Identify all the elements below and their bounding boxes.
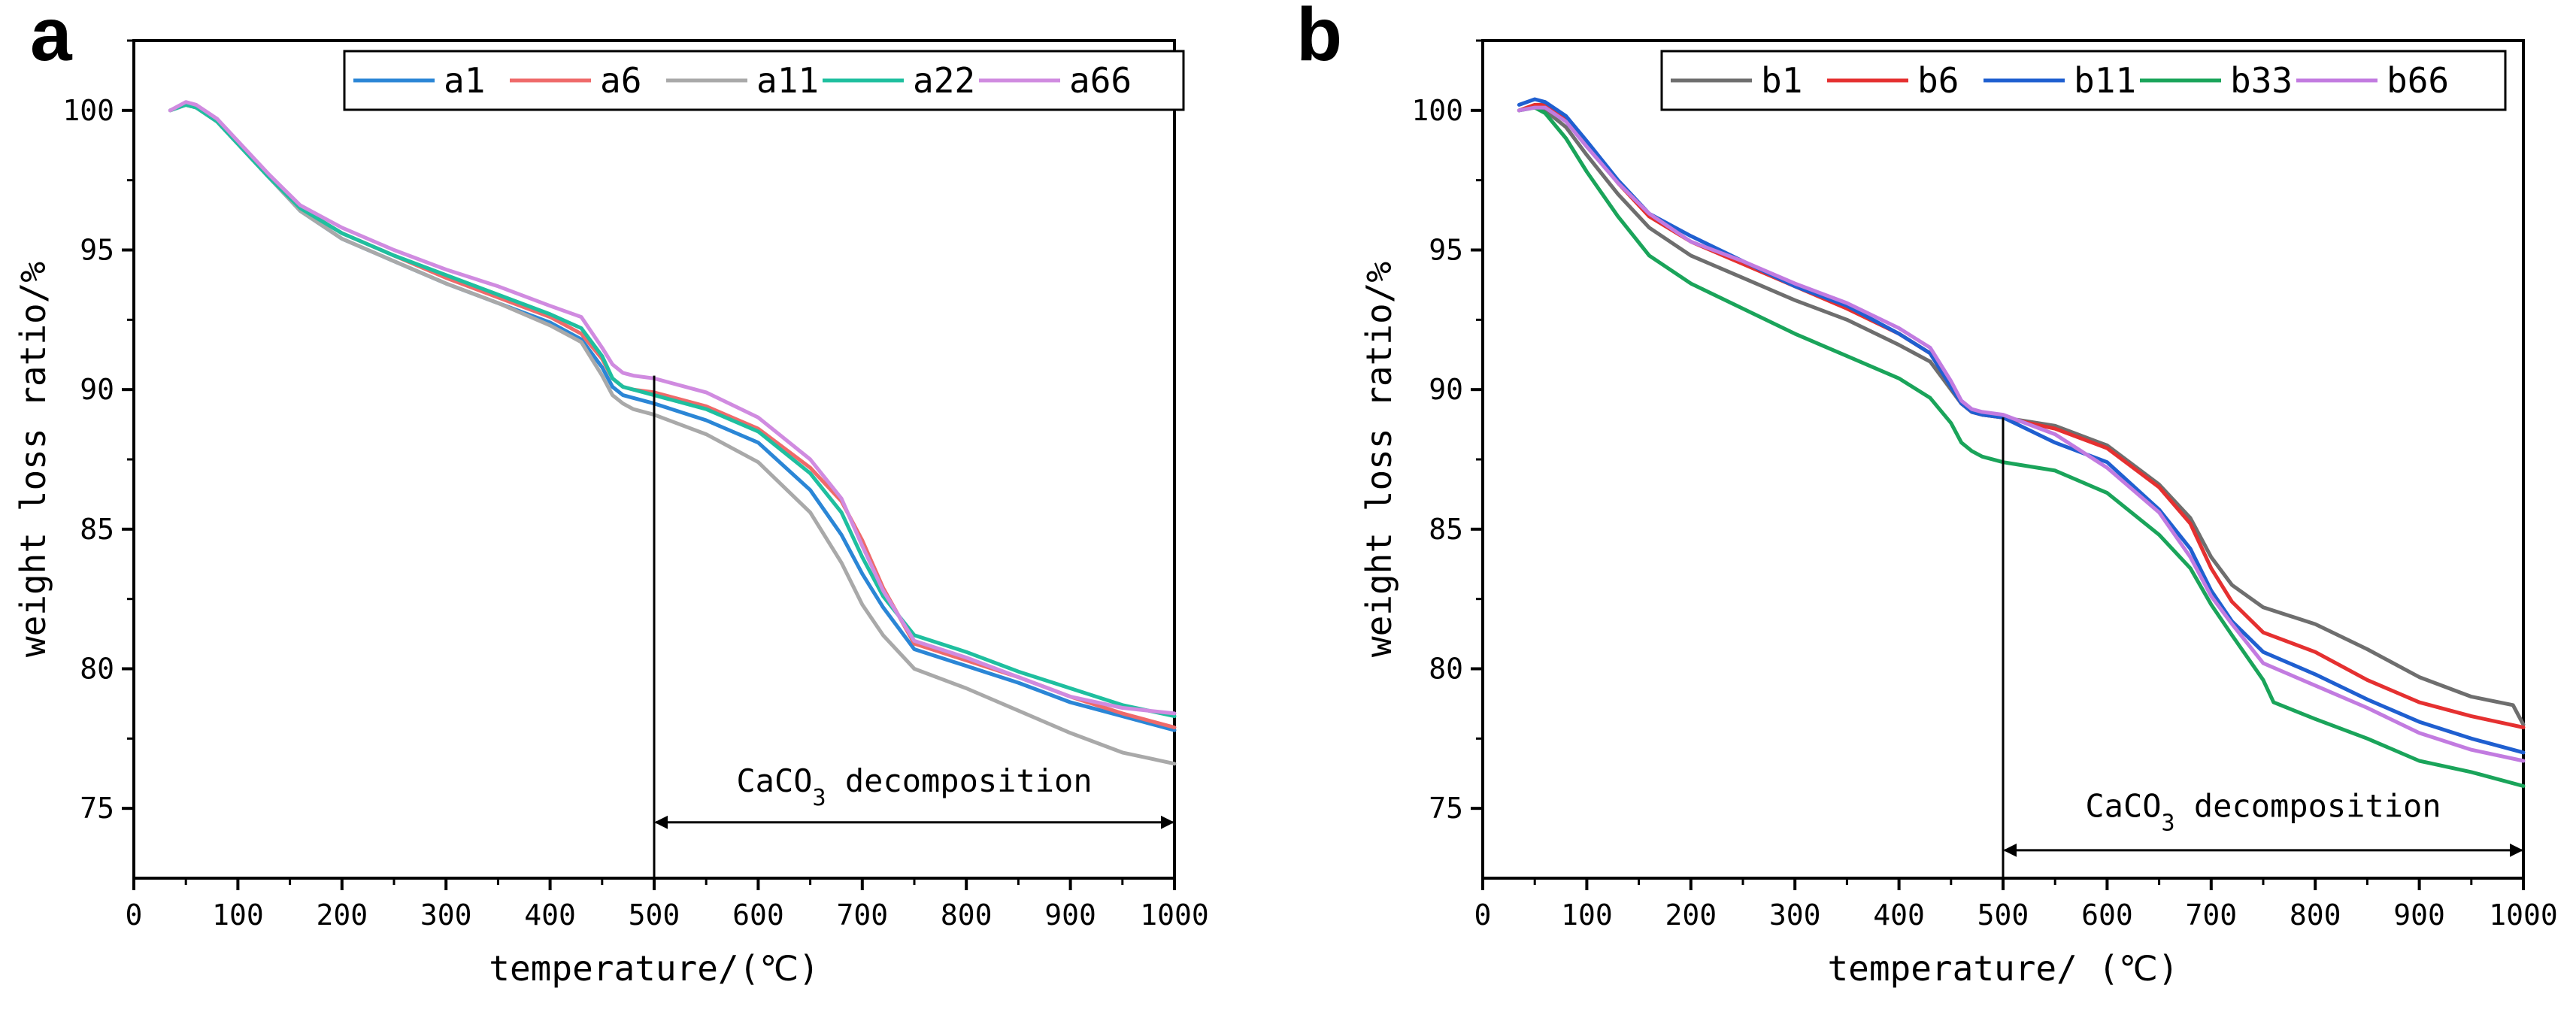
y-tick-label: 100 [1411, 94, 1463, 127]
x-tick-label: 700 [2185, 898, 2237, 932]
legend-label-b1: b1 [1761, 60, 1802, 101]
legend-label-a22: a22 [913, 60, 975, 101]
x-tick-label: 300 [420, 898, 472, 932]
x-tick-label: 1000 [2489, 898, 2558, 932]
x-tick-label: 400 [524, 898, 576, 932]
series-line-a66 [168, 100, 1177, 716]
legend-label-a11: a11 [756, 60, 819, 101]
series-line-a1 [168, 102, 1177, 732]
x-axis-title: temperature/ (℃) [1827, 948, 2178, 989]
x-tick-label: 0 [126, 898, 143, 932]
legend-label-a66: a66 [1069, 60, 1132, 101]
legend-label-a6: a6 [600, 60, 641, 101]
x-tick-label: 0 [1474, 898, 1492, 932]
y-tick-label: 75 [80, 792, 114, 825]
x-tick-label: 700 [836, 898, 888, 932]
annotation-label: CaCO3 decomposition [736, 762, 1092, 811]
y-tick-label: 100 [62, 94, 114, 127]
legend-label-b11: b11 [2074, 60, 2136, 101]
x-tick-label: 800 [2290, 898, 2341, 932]
y-axis-title: weight loss ratio/% [13, 262, 53, 657]
x-tick-label: 100 [212, 898, 264, 932]
y-tick-label: 80 [1429, 653, 1463, 686]
y-axis-title: weight loss ratio/% [1359, 262, 1399, 657]
x-tick-label: 500 [1977, 898, 2029, 932]
panel-b-chart: b 0 100 200 300 400 500 600 700 800 900 1000 75 80 85 9… [1296, 0, 2558, 989]
x-tick-label: 200 [1665, 898, 1717, 932]
x-tick-label: 100 [1561, 898, 1613, 932]
panel-letter: b [1296, 0, 1342, 77]
panel-letter: a [30, 0, 73, 77]
x-tick-label: 1000 [1140, 898, 1209, 932]
y-tick-label: 90 [1429, 373, 1463, 406]
x-tick-label: 400 [1873, 898, 1925, 932]
x-tick-label: 900 [2393, 898, 2445, 932]
x-tick-label: 500 [629, 898, 680, 932]
x-tick-label: 200 [316, 898, 368, 932]
legend-label-a1: a1 [444, 60, 485, 101]
legend-label-b66: b66 [2387, 60, 2449, 101]
panel-a-chart: a 0 100 200 300 400 500 600 700 800 900 1000 75 80 85 9… [13, 0, 1209, 989]
series-line-b1 [1517, 105, 2526, 727]
y-tick-label: 95 [1429, 234, 1463, 267]
y-tick-label: 85 [80, 513, 114, 546]
series-line-b66 [1517, 105, 2526, 763]
x-axis-title: temperature/(℃) [489, 948, 819, 989]
series-line-a22 [168, 102, 1177, 719]
y-tick-label: 95 [80, 234, 114, 267]
y-tick-label: 75 [1429, 792, 1463, 825]
x-tick-label: 900 [1044, 898, 1096, 932]
x-tick-label: 600 [2081, 898, 2133, 932]
x-tick-label: 800 [941, 898, 993, 932]
legend-label-b33: b33 [2230, 60, 2293, 101]
y-tick-label: 85 [1429, 513, 1463, 546]
series-line-b33 [1517, 105, 2526, 788]
y-tick-label: 90 [80, 373, 114, 406]
series-line-b6 [1517, 102, 2526, 729]
y-tick-label: 80 [80, 653, 114, 686]
annotation-label: CaCO3 decomposition [2085, 787, 2441, 836]
series-line-b11 [1517, 97, 2526, 755]
x-tick-label: 600 [732, 898, 784, 932]
series-line-a6 [168, 102, 1177, 729]
legend-label-b6: b6 [1917, 60, 1959, 101]
series-line-a11 [168, 102, 1177, 766]
x-tick-label: 300 [1769, 898, 1821, 932]
